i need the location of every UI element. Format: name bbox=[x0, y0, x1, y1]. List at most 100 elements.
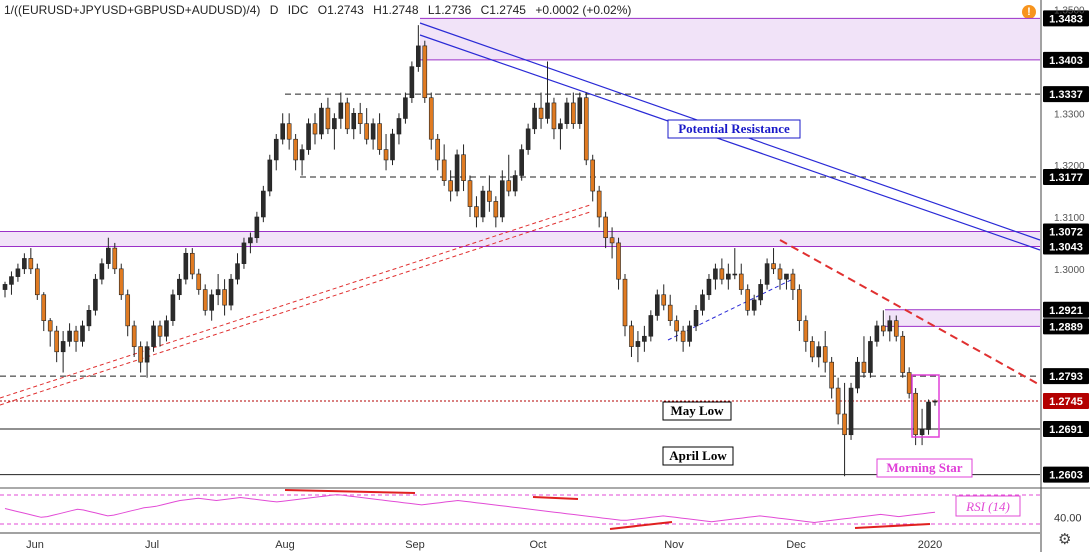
support-trend-upper bbox=[0, 204, 591, 399]
candle-body bbox=[545, 102, 550, 119]
candle bbox=[609, 227, 615, 259]
candle-body bbox=[777, 268, 783, 280]
candle-body bbox=[525, 128, 531, 150]
candle bbox=[364, 108, 369, 145]
candle bbox=[809, 336, 815, 363]
candle bbox=[913, 388, 918, 446]
candle-body bbox=[480, 190, 486, 218]
candle-body bbox=[829, 361, 834, 389]
candle-body bbox=[474, 206, 479, 218]
candle bbox=[784, 273, 789, 290]
candle-body bbox=[654, 294, 660, 316]
candle-body bbox=[700, 294, 705, 311]
candle-body bbox=[332, 118, 337, 130]
candle-body bbox=[648, 315, 654, 337]
candle bbox=[28, 248, 34, 275]
candle-body bbox=[758, 284, 763, 301]
candle-body bbox=[280, 123, 286, 140]
x-tick-Nov: Nov bbox=[664, 539, 684, 551]
level-label-1.2921: 1.2921 bbox=[1049, 305, 1083, 317]
candle-body bbox=[680, 330, 686, 342]
candle bbox=[622, 274, 628, 337]
candle bbox=[583, 92, 589, 166]
annotation-april-low-box bbox=[662, 446, 734, 466]
candle bbox=[228, 274, 234, 311]
candle bbox=[764, 258, 770, 290]
candle bbox=[693, 305, 699, 332]
candle-body bbox=[2, 284, 8, 290]
candle-body bbox=[887, 320, 893, 332]
zone-2 bbox=[885, 309, 1040, 327]
candle-body bbox=[403, 97, 408, 119]
candle-body bbox=[222, 289, 227, 306]
zones-layer bbox=[0, 18, 1040, 327]
candle bbox=[164, 315, 169, 342]
level-label-1.2793: 1.2793 bbox=[1049, 371, 1083, 383]
level-label-1.2745: 1.2745 bbox=[1049, 396, 1083, 408]
candle bbox=[280, 113, 286, 145]
low-value: L1.2736 bbox=[427, 3, 472, 17]
candles-layer bbox=[2, 25, 938, 477]
candle bbox=[403, 92, 408, 124]
candle-body bbox=[726, 273, 731, 280]
candle-body bbox=[299, 149, 305, 161]
annotation-may-low: May Low bbox=[670, 403, 724, 418]
candle bbox=[54, 325, 59, 363]
candle bbox=[777, 263, 783, 290]
interval-label[interactable]: D bbox=[269, 3, 279, 17]
rsi-pane: RSI (14) 40.00 bbox=[0, 487, 1090, 530]
candle bbox=[926, 399, 931, 435]
candle-body bbox=[816, 346, 822, 358]
candle-body bbox=[67, 330, 72, 342]
candle-body bbox=[344, 102, 350, 130]
candle-body bbox=[713, 268, 718, 280]
candle-body bbox=[235, 263, 240, 280]
candle bbox=[719, 258, 725, 285]
candle bbox=[822, 331, 828, 373]
level-tag-1.2793 bbox=[1043, 368, 1089, 385]
candle-body bbox=[764, 263, 770, 285]
candle-body bbox=[144, 346, 150, 363]
candle-body bbox=[848, 387, 854, 436]
candle-body bbox=[635, 341, 641, 347]
candle-body bbox=[396, 118, 402, 135]
symbol-title[interactable]: 1/((EURUSD+JPYUSD+GBPUSD+AUDUSD)/4) bbox=[4, 3, 261, 17]
gear-icon[interactable]: ⚙ bbox=[1058, 530, 1072, 548]
annotation-potential-resistance: Potential Resistance bbox=[678, 121, 790, 136]
level-tag-1.3337 bbox=[1043, 86, 1089, 103]
candle bbox=[745, 284, 751, 316]
candle bbox=[332, 113, 337, 150]
annotation-morning-star: Morning Star bbox=[886, 460, 962, 475]
candle bbox=[286, 113, 292, 150]
candle bbox=[700, 289, 705, 316]
candle-body bbox=[189, 252, 195, 275]
rsi-divergence-1 bbox=[284, 489, 416, 494]
candle-body bbox=[86, 310, 92, 327]
candle bbox=[906, 367, 912, 399]
annotations-layer: Potential Resistance May Low April Low Morn… bbox=[662, 119, 973, 478]
candle-body bbox=[80, 325, 85, 342]
warning-icon[interactable]: ! bbox=[1022, 5, 1036, 19]
candle-body bbox=[416, 45, 421, 67]
rsi-tick-40: 40.00 bbox=[1054, 512, 1082, 524]
candle-body bbox=[571, 102, 576, 124]
candle bbox=[177, 274, 182, 300]
candle bbox=[312, 113, 318, 145]
candle-body bbox=[784, 273, 789, 280]
level-label-1.3043: 1.3043 bbox=[1049, 242, 1083, 254]
candle-body bbox=[661, 294, 667, 306]
level-label-1.2691: 1.2691 bbox=[1049, 424, 1083, 436]
candle-body bbox=[47, 320, 53, 332]
morning-star-highlight bbox=[911, 374, 940, 438]
candle bbox=[15, 263, 21, 282]
candle bbox=[687, 320, 692, 347]
level-tag-1.2691 bbox=[1043, 421, 1089, 438]
annotation-potential-resistance-box bbox=[667, 119, 801, 139]
candle-body bbox=[73, 330, 79, 342]
candle-body bbox=[874, 325, 880, 342]
candle bbox=[577, 92, 583, 129]
candle-body bbox=[93, 278, 98, 311]
candle bbox=[487, 175, 492, 212]
candle-body bbox=[893, 320, 899, 337]
